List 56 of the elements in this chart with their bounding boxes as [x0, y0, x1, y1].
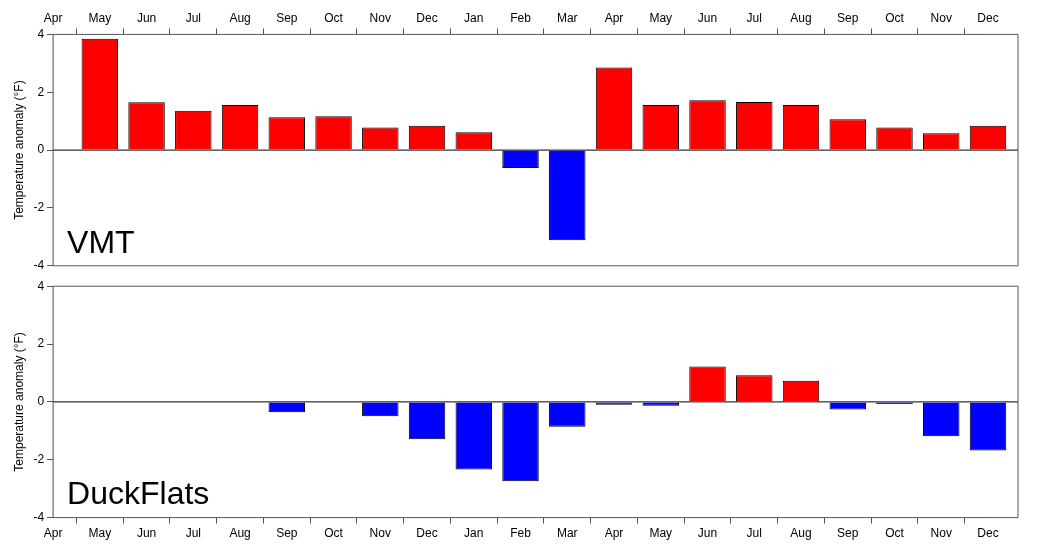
x-tick-label: Feb [510, 10, 532, 25]
x-tick-label: Sep [276, 526, 298, 541]
x-tick-label: May [649, 10, 673, 25]
y-tick-label: 4 [37, 278, 45, 293]
x-tick-label: Oct [324, 10, 344, 25]
x-tick-label: Oct [885, 10, 905, 25]
y-tick-label: 0 [37, 394, 45, 409]
x-tick-label: Nov [369, 526, 391, 541]
y-tick-label: -2 [33, 452, 45, 467]
x-tick-label: Jun [697, 10, 718, 25]
x-tick-label: Feb [510, 526, 532, 541]
x-tick-label: Jan [464, 10, 484, 25]
x-tick-label: May [649, 526, 673, 541]
x-tick-label: May [88, 526, 112, 541]
y-tick-label: 2 [37, 84, 45, 99]
x-tick-label: Apr [43, 10, 63, 25]
y-axis-title: Temperature anomaly (°F) [11, 332, 26, 472]
y-tick-label: -4 [33, 258, 45, 273]
x-tick-label: Jul [185, 526, 201, 541]
x-tick-label: Jan [464, 526, 484, 541]
y-tick-label: -4 [33, 509, 45, 524]
x-tick-label: Sep [276, 10, 298, 25]
y-tick-label: 4 [37, 26, 45, 41]
x-tick-label: Mar [556, 10, 578, 25]
x-tick-label: Jun [136, 526, 157, 541]
x-tick-label: Aug [229, 10, 251, 25]
x-tick-label: Aug [790, 10, 812, 25]
y-tick-label: 0 [37, 142, 45, 157]
x-tick-label: Jun [136, 10, 157, 25]
x-tick-label: Dec [977, 526, 999, 541]
x-tick-label: May [88, 10, 112, 25]
x-tick-label: Jul [746, 526, 762, 541]
annotation: VMT [67, 223, 135, 260]
x-tick-label: Dec [977, 10, 999, 25]
x-tick-label: Nov [930, 10, 952, 25]
x-tick-label: Jul [185, 10, 201, 25]
x-tick-label: Aug [790, 526, 812, 541]
x-tick-label: Oct [324, 526, 344, 541]
x-tick-label: Aug [229, 526, 251, 541]
x-tick-label: Apr [604, 10, 624, 25]
x-tick-label: Jul [746, 10, 762, 25]
x-tick-label: Dec [416, 10, 438, 25]
x-tick-label: Sep [837, 10, 859, 25]
x-tick-label: Mar [556, 526, 578, 541]
x-tick-label: Dec [416, 526, 438, 541]
x-tick-label: Jun [697, 526, 718, 541]
x-tick-label: Nov [369, 10, 391, 25]
x-tick-label: Nov [930, 526, 952, 541]
x-tick-label: Apr [604, 526, 624, 541]
y-tick-label: 2 [37, 336, 45, 351]
x-tick-label: Apr [43, 526, 63, 541]
annotation: DuckFlats [67, 475, 210, 512]
x-tick-label: Sep [837, 526, 859, 541]
y-axis-title: Temperature anomaly (°F) [11, 80, 26, 220]
x-tick-label: Oct [885, 526, 905, 541]
y-tick-label: -2 [33, 200, 45, 215]
